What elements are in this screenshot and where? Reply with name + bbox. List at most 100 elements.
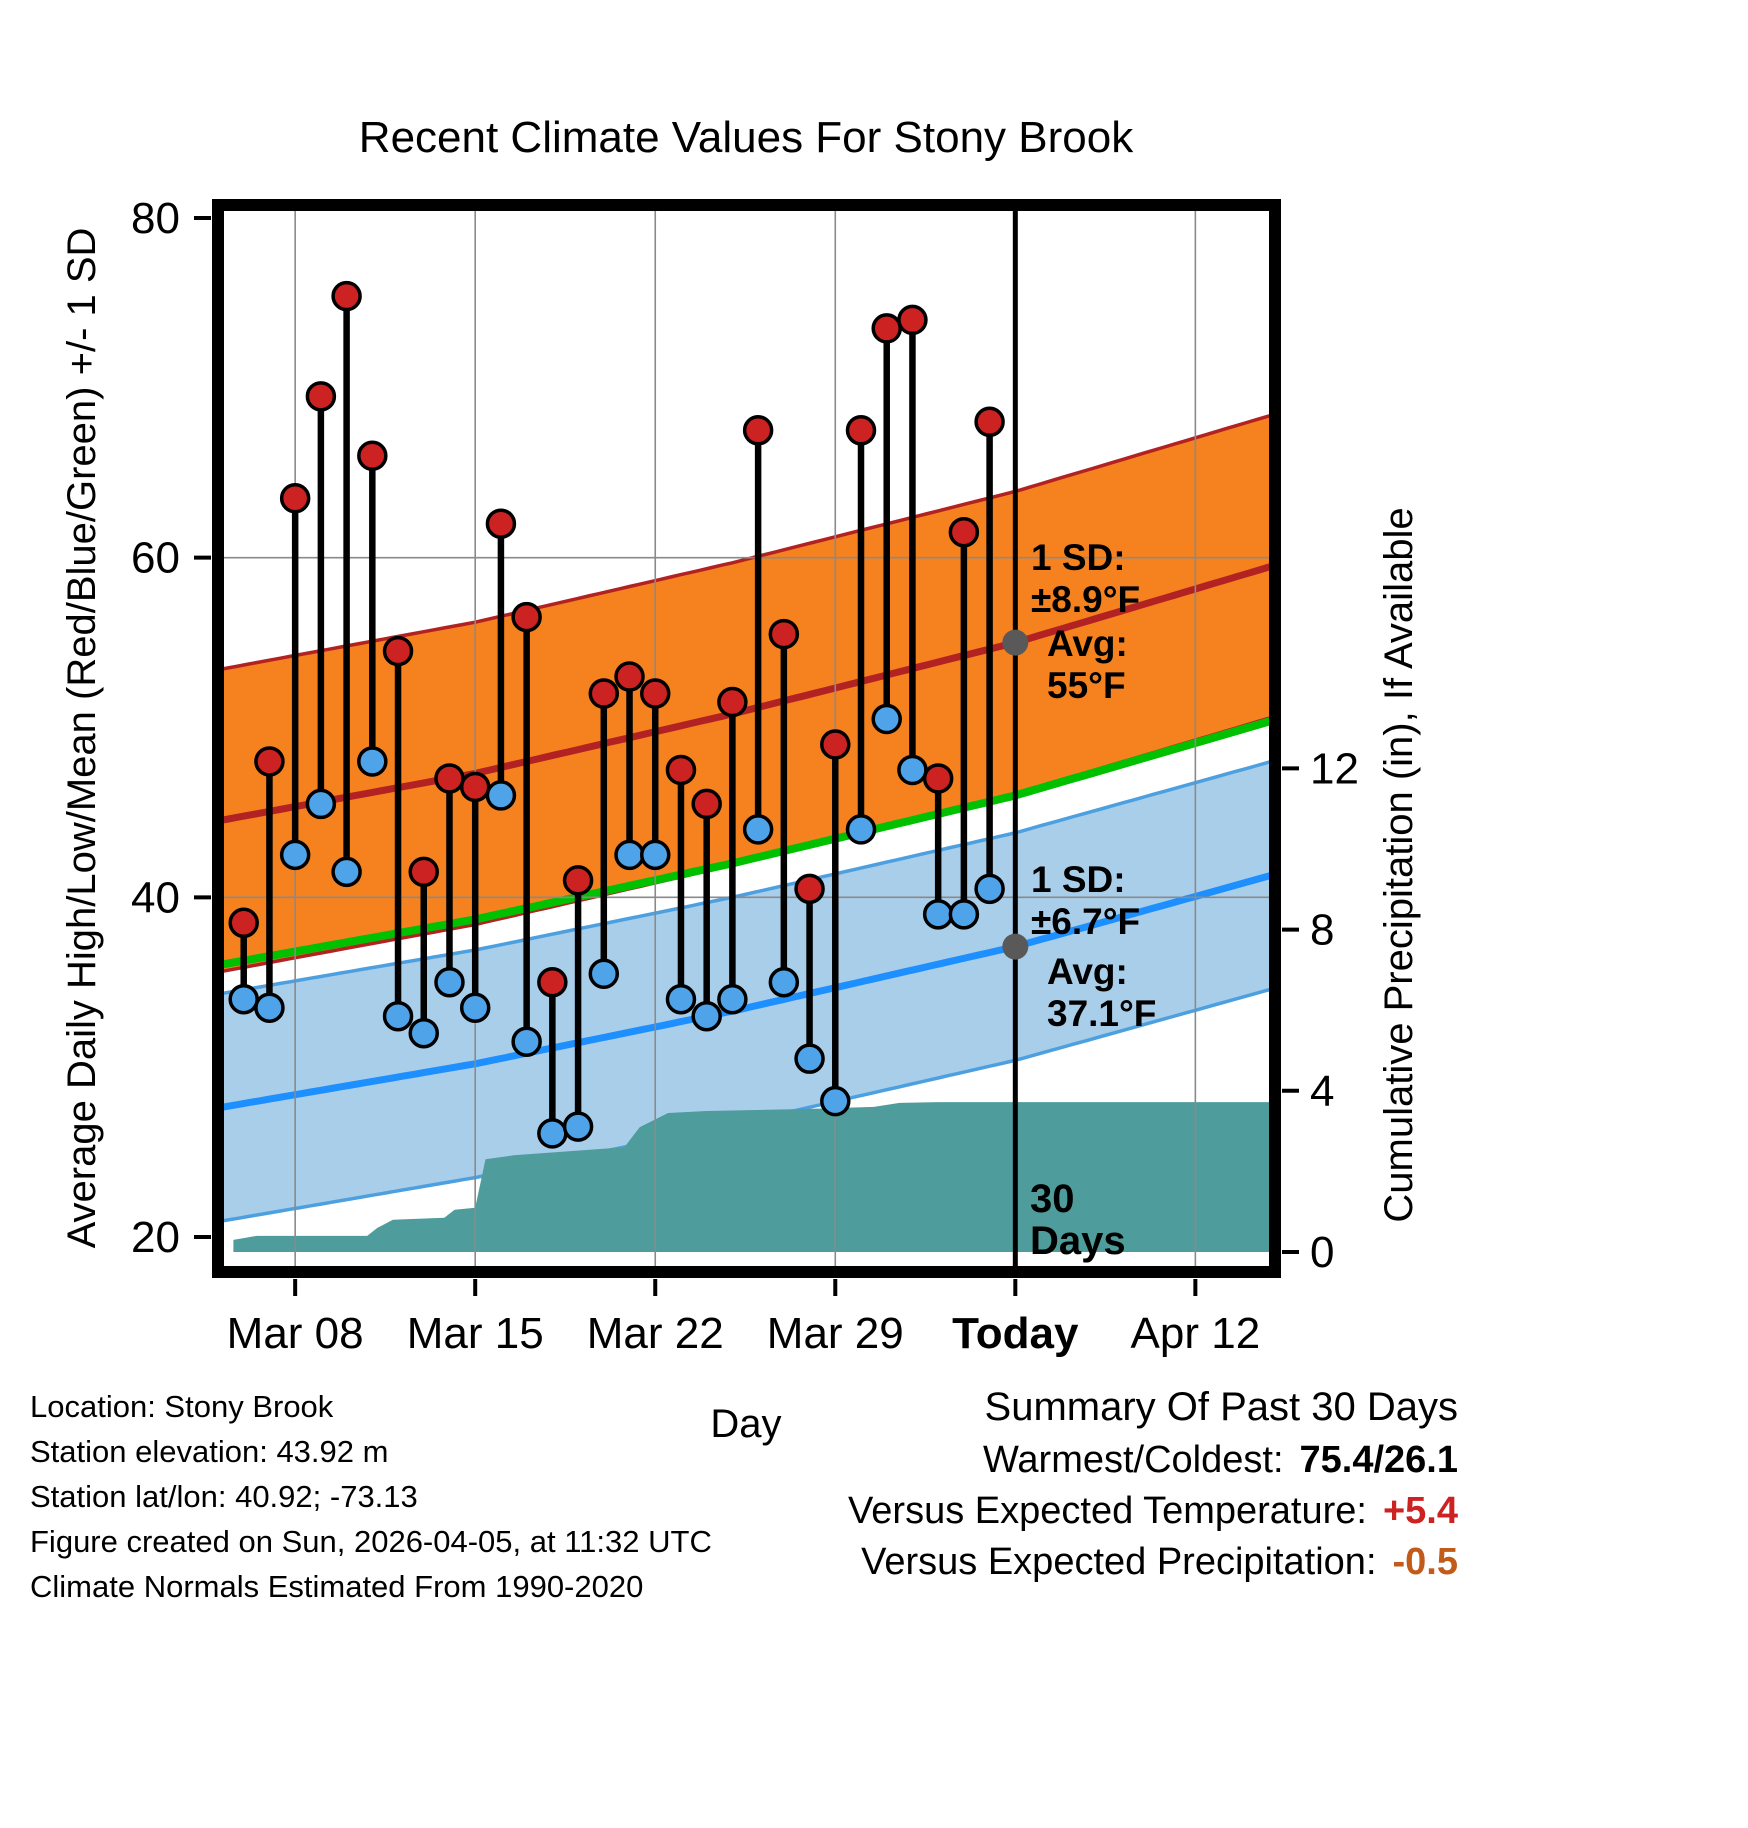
daily-low-dot bbox=[459, 992, 491, 1023]
summary-label: Warmest/Coldest: bbox=[983, 1439, 1284, 1481]
summary-row-vs-precipitation: Versus Expected Precipitation: -0.5 bbox=[861, 1541, 1458, 1583]
daily-low-dot bbox=[691, 1000, 722, 1032]
daily-low-dot bbox=[665, 983, 697, 1015]
daily-high-dot bbox=[871, 313, 902, 344]
left-tick-label: 80 bbox=[131, 194, 180, 243]
daily-high-dot bbox=[742, 415, 774, 446]
daily-low-dot bbox=[562, 1111, 594, 1142]
mean-normal-line bbox=[224, 717, 1269, 969]
daily-high-dot bbox=[974, 406, 1005, 438]
daily-high-dot bbox=[897, 304, 928, 336]
daily-high-dot bbox=[820, 729, 851, 760]
daily-high-dot bbox=[717, 686, 748, 718]
high-normal-line bbox=[224, 563, 1269, 824]
summary-value: 75.4/26.1 bbox=[1300, 1439, 1458, 1481]
daily-low-dot bbox=[794, 1043, 825, 1074]
daily-high-dot bbox=[408, 856, 440, 888]
daily-low-dot bbox=[434, 966, 465, 998]
daily-low-dot bbox=[357, 746, 388, 777]
daily-low-dot bbox=[408, 1017, 440, 1049]
daily-high-dot bbox=[357, 440, 388, 472]
daily-high-dot bbox=[511, 601, 542, 633]
annotation-text: ±8.9°F bbox=[1031, 579, 1140, 620]
high-avg-marker bbox=[1002, 629, 1029, 656]
annotation-text: 1 SD: bbox=[1031, 859, 1126, 900]
daily-high-dot bbox=[537, 966, 568, 998]
daily-low-dot bbox=[871, 703, 902, 735]
daily-low-dot bbox=[922, 899, 954, 930]
right-tick-label: 12 bbox=[1310, 744, 1359, 793]
daily-high-dot bbox=[331, 280, 362, 312]
daily-low-dot bbox=[511, 1026, 542, 1057]
daily-high-dot bbox=[279, 482, 311, 514]
summary-row-warmest-coldest: Warmest/Coldest: 75.4/26.1 bbox=[983, 1439, 1458, 1481]
summary-value: -0.5 bbox=[1393, 1541, 1458, 1583]
daily-high-dot bbox=[305, 381, 337, 412]
annotation-text: Avg: bbox=[1047, 623, 1128, 664]
annotation-text: ±6.7°F bbox=[1031, 901, 1140, 942]
summary-title: Summary Of Past 30 Days bbox=[985, 1385, 1458, 1429]
daily-high-dot bbox=[614, 661, 645, 692]
annotation-text: Avg: bbox=[1047, 951, 1128, 992]
x-tick-label: Mar 08 bbox=[227, 1309, 364, 1358]
normals-note: Climate Normals Estimated From 1990-2020 bbox=[30, 1569, 643, 1604]
low-avg-marker bbox=[1002, 933, 1029, 960]
daily-low-dot bbox=[820, 1085, 851, 1117]
daily-high-dot bbox=[382, 635, 414, 667]
daily-low-dot bbox=[305, 788, 337, 820]
daily-low-dot bbox=[614, 839, 645, 871]
daily-low-dot bbox=[228, 983, 259, 1015]
chart-title: Recent Climate Values For Stony Brook bbox=[359, 113, 1134, 162]
annotation-text: Days bbox=[1030, 1219, 1126, 1263]
summary-value: +5.4 bbox=[1383, 1490, 1458, 1532]
left-axis-label: Average Daily High/Low/Mean (Red/Blue/Gr… bbox=[60, 228, 104, 1249]
daily-low-dot bbox=[254, 992, 285, 1023]
daily-low-dot bbox=[382, 1000, 414, 1032]
summary-label: Versus Expected Precipitation: bbox=[861, 1541, 1376, 1583]
daily-low-dot bbox=[485, 780, 517, 811]
plot-border bbox=[212, 199, 1281, 1278]
right-axis-label: Cumulative Precipitation (in), If Availa… bbox=[1377, 507, 1421, 1222]
annotation-text: 55°F bbox=[1047, 665, 1126, 706]
daily-low-dot bbox=[537, 1118, 568, 1149]
daily-high-dot bbox=[922, 763, 954, 794]
daily-low-dot bbox=[588, 958, 620, 990]
precip-area bbox=[233, 1102, 1269, 1252]
daily-low-dot bbox=[717, 983, 748, 1015]
annotation-text: 37.1°F bbox=[1047, 993, 1156, 1034]
daily-high-dot bbox=[228, 907, 259, 939]
annotation-text: 30 bbox=[1030, 1177, 1075, 1221]
right-tick-label: 8 bbox=[1310, 906, 1334, 955]
left-tick-label: 40 bbox=[131, 873, 180, 922]
right-tick-label: 4 bbox=[1310, 1067, 1334, 1116]
daily-high-dot bbox=[691, 788, 722, 820]
daily-high-dot bbox=[639, 678, 671, 709]
station-latlon: Station lat/lon: 40.92; -73.13 bbox=[30, 1479, 418, 1514]
daily-high-dot bbox=[588, 678, 620, 709]
daily-high-dot bbox=[459, 771, 491, 803]
x-tick-label: Today bbox=[952, 1309, 1079, 1358]
daily-low-dot bbox=[974, 873, 1005, 905]
daily-high-dot bbox=[665, 754, 697, 786]
low-normal-line bbox=[224, 872, 1269, 1111]
x-axis-label: Day bbox=[710, 1402, 781, 1446]
daily-high-dot bbox=[434, 763, 465, 794]
daily-low-dot bbox=[897, 754, 928, 786]
daily-low-dot bbox=[639, 839, 671, 871]
daily-low-dot bbox=[845, 814, 877, 845]
x-tick-label: Mar 29 bbox=[767, 1309, 904, 1358]
daily-high-dot bbox=[562, 865, 594, 896]
x-tick-label: Mar 22 bbox=[587, 1309, 724, 1358]
daily-low-dot bbox=[768, 966, 800, 998]
summary-label: Versus Expected Temperature: bbox=[848, 1490, 1367, 1532]
daily-low-dot bbox=[948, 899, 980, 930]
station-elevation: Station elevation: 43.92 m bbox=[30, 1434, 388, 1469]
axes: 20 40 60 80 0 4 8 12 Mar 08 Mar 15 Mar 22 Mar 29 Tod… bbox=[131, 194, 1359, 1358]
left-tick-label: 20 bbox=[131, 1213, 180, 1262]
daily-high-dot bbox=[948, 516, 980, 548]
daily-high-dot bbox=[768, 618, 800, 650]
x-tick-label: Mar 15 bbox=[407, 1309, 544, 1358]
